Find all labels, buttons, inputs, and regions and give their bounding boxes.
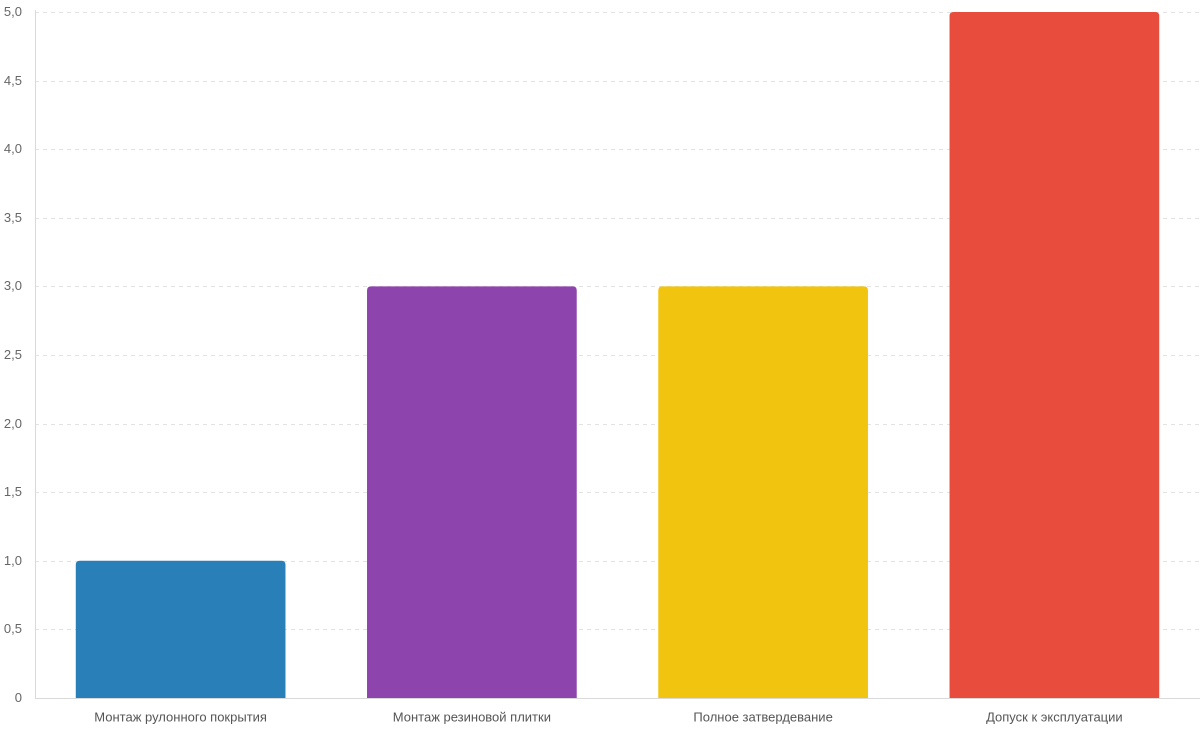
x-tick-label: Монтаж резиновой плитки xyxy=(393,709,551,724)
y-tick-label: 5,0 xyxy=(4,4,22,19)
bar xyxy=(75,560,286,698)
y-tick-label: 3,5 xyxy=(4,210,22,225)
y-tick-label: 0 xyxy=(15,690,22,705)
y-tick-label: 4,5 xyxy=(4,73,22,88)
axes xyxy=(35,10,1200,699)
y-tick-label: 0,5 xyxy=(4,621,22,636)
y-tick-label: 1,5 xyxy=(4,484,22,499)
bar xyxy=(949,12,1160,698)
y-tick-label: 2,5 xyxy=(4,347,22,362)
bars xyxy=(75,12,1160,698)
y-tick-label: 3,0 xyxy=(4,278,22,293)
bar xyxy=(367,286,577,698)
x-tick-label: Полное затвердевание xyxy=(693,709,832,724)
y-tick-label: 1,0 xyxy=(4,553,22,568)
y-tick-label: 4,0 xyxy=(4,141,22,156)
x-tick-label: Монтаж рулонного покрытия xyxy=(94,709,267,724)
bar xyxy=(658,286,868,698)
y-tick-label: 2,0 xyxy=(4,416,22,431)
x-tick-label: Допуск к эксплуатации xyxy=(986,709,1123,724)
y-axis-tick-labels: 0 0,5 1,0 1,5 2,0 2,5 3,0 3,5 4,0 4,5 5,0 xyxy=(4,4,22,705)
x-axis-tick-labels: Монтаж рулонного покрытия Монтаж резиново… xyxy=(94,709,1122,724)
